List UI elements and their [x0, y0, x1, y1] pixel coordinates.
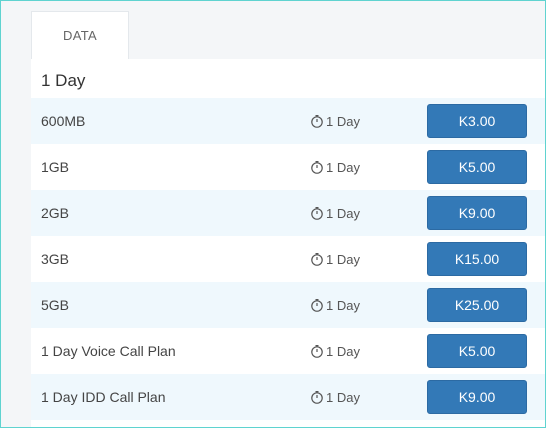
- validity-label: 1 Day: [326, 251, 360, 267]
- plan-validity: 1 Day: [310, 298, 360, 313]
- stopwatch-icon: [311, 299, 323, 312]
- plan-validity: 1 Day: [310, 390, 360, 405]
- buy-plan-button[interactable]: K3.00: [427, 104, 527, 138]
- plan-validity: 1 Day: [310, 114, 360, 129]
- buy-plan-button[interactable]: K5.00: [427, 150, 527, 184]
- stopwatch-icon: [311, 207, 323, 220]
- tab-bar: DATA: [31, 11, 545, 60]
- buy-plan-button[interactable]: K5.00: [427, 334, 527, 368]
- stopwatch-icon: [311, 391, 323, 404]
- stopwatch-icon: [311, 253, 323, 266]
- validity-label: 1 Day: [326, 159, 360, 175]
- validity-label: 1 Day: [326, 297, 360, 313]
- plan-name: 1 Day IDD Call Plan: [41, 389, 166, 405]
- plan-row: 1GB 1 Day K5.00: [31, 144, 545, 190]
- validity-label: 1 Day: [326, 389, 360, 405]
- plan-name: 1 Day Voice Call Plan: [41, 343, 176, 359]
- buy-plan-button[interactable]: K25.00: [427, 288, 527, 322]
- stopwatch-icon: [311, 345, 323, 358]
- plan-list: 600MB 1 Day K3.00 1GB 1 Day K5.00 2GB: [31, 98, 545, 420]
- validity-label: 1 Day: [326, 205, 360, 221]
- plan-name: 1GB: [41, 159, 70, 175]
- tab-data[interactable]: DATA: [31, 11, 129, 59]
- plan-row: 2GB 1 Day K9.00: [31, 190, 545, 236]
- stopwatch-icon: [311, 115, 323, 128]
- plan-validity: 1 Day: [310, 160, 360, 175]
- buy-plan-button[interactable]: K9.00: [427, 196, 527, 230]
- plan-name: 5GB: [41, 297, 70, 313]
- plan-name: 600MB: [41, 113, 86, 129]
- plan-row: 5GB 1 Day K25.00: [31, 282, 545, 328]
- stopwatch-icon: [311, 161, 323, 174]
- plan-validity: 1 Day: [310, 344, 360, 359]
- section-title: 1 Day: [41, 71, 86, 90]
- plan-name: 2GB: [41, 205, 70, 221]
- plans-panel: 1 Day 600MB 1 Day K3.00 1GB 1 Day K5.00: [31, 59, 545, 427]
- plan-row: 1 Day Voice Call Plan 1 Day K5.00: [31, 328, 545, 374]
- validity-label: 1 Day: [326, 343, 360, 359]
- plan-validity: 1 Day: [310, 206, 360, 221]
- plan-validity: 1 Day: [310, 252, 360, 267]
- buy-plan-button[interactable]: K9.00: [427, 380, 527, 414]
- plan-row: 600MB 1 Day K3.00: [31, 98, 545, 144]
- buy-plan-button[interactable]: K15.00: [427, 242, 527, 276]
- plan-row: 1 Day IDD Call Plan 1 Day K9.00: [31, 374, 545, 420]
- plan-name: 3GB: [41, 251, 70, 267]
- validity-label: 1 Day: [326, 113, 360, 129]
- plan-row: 3GB 1 Day K15.00: [31, 236, 545, 282]
